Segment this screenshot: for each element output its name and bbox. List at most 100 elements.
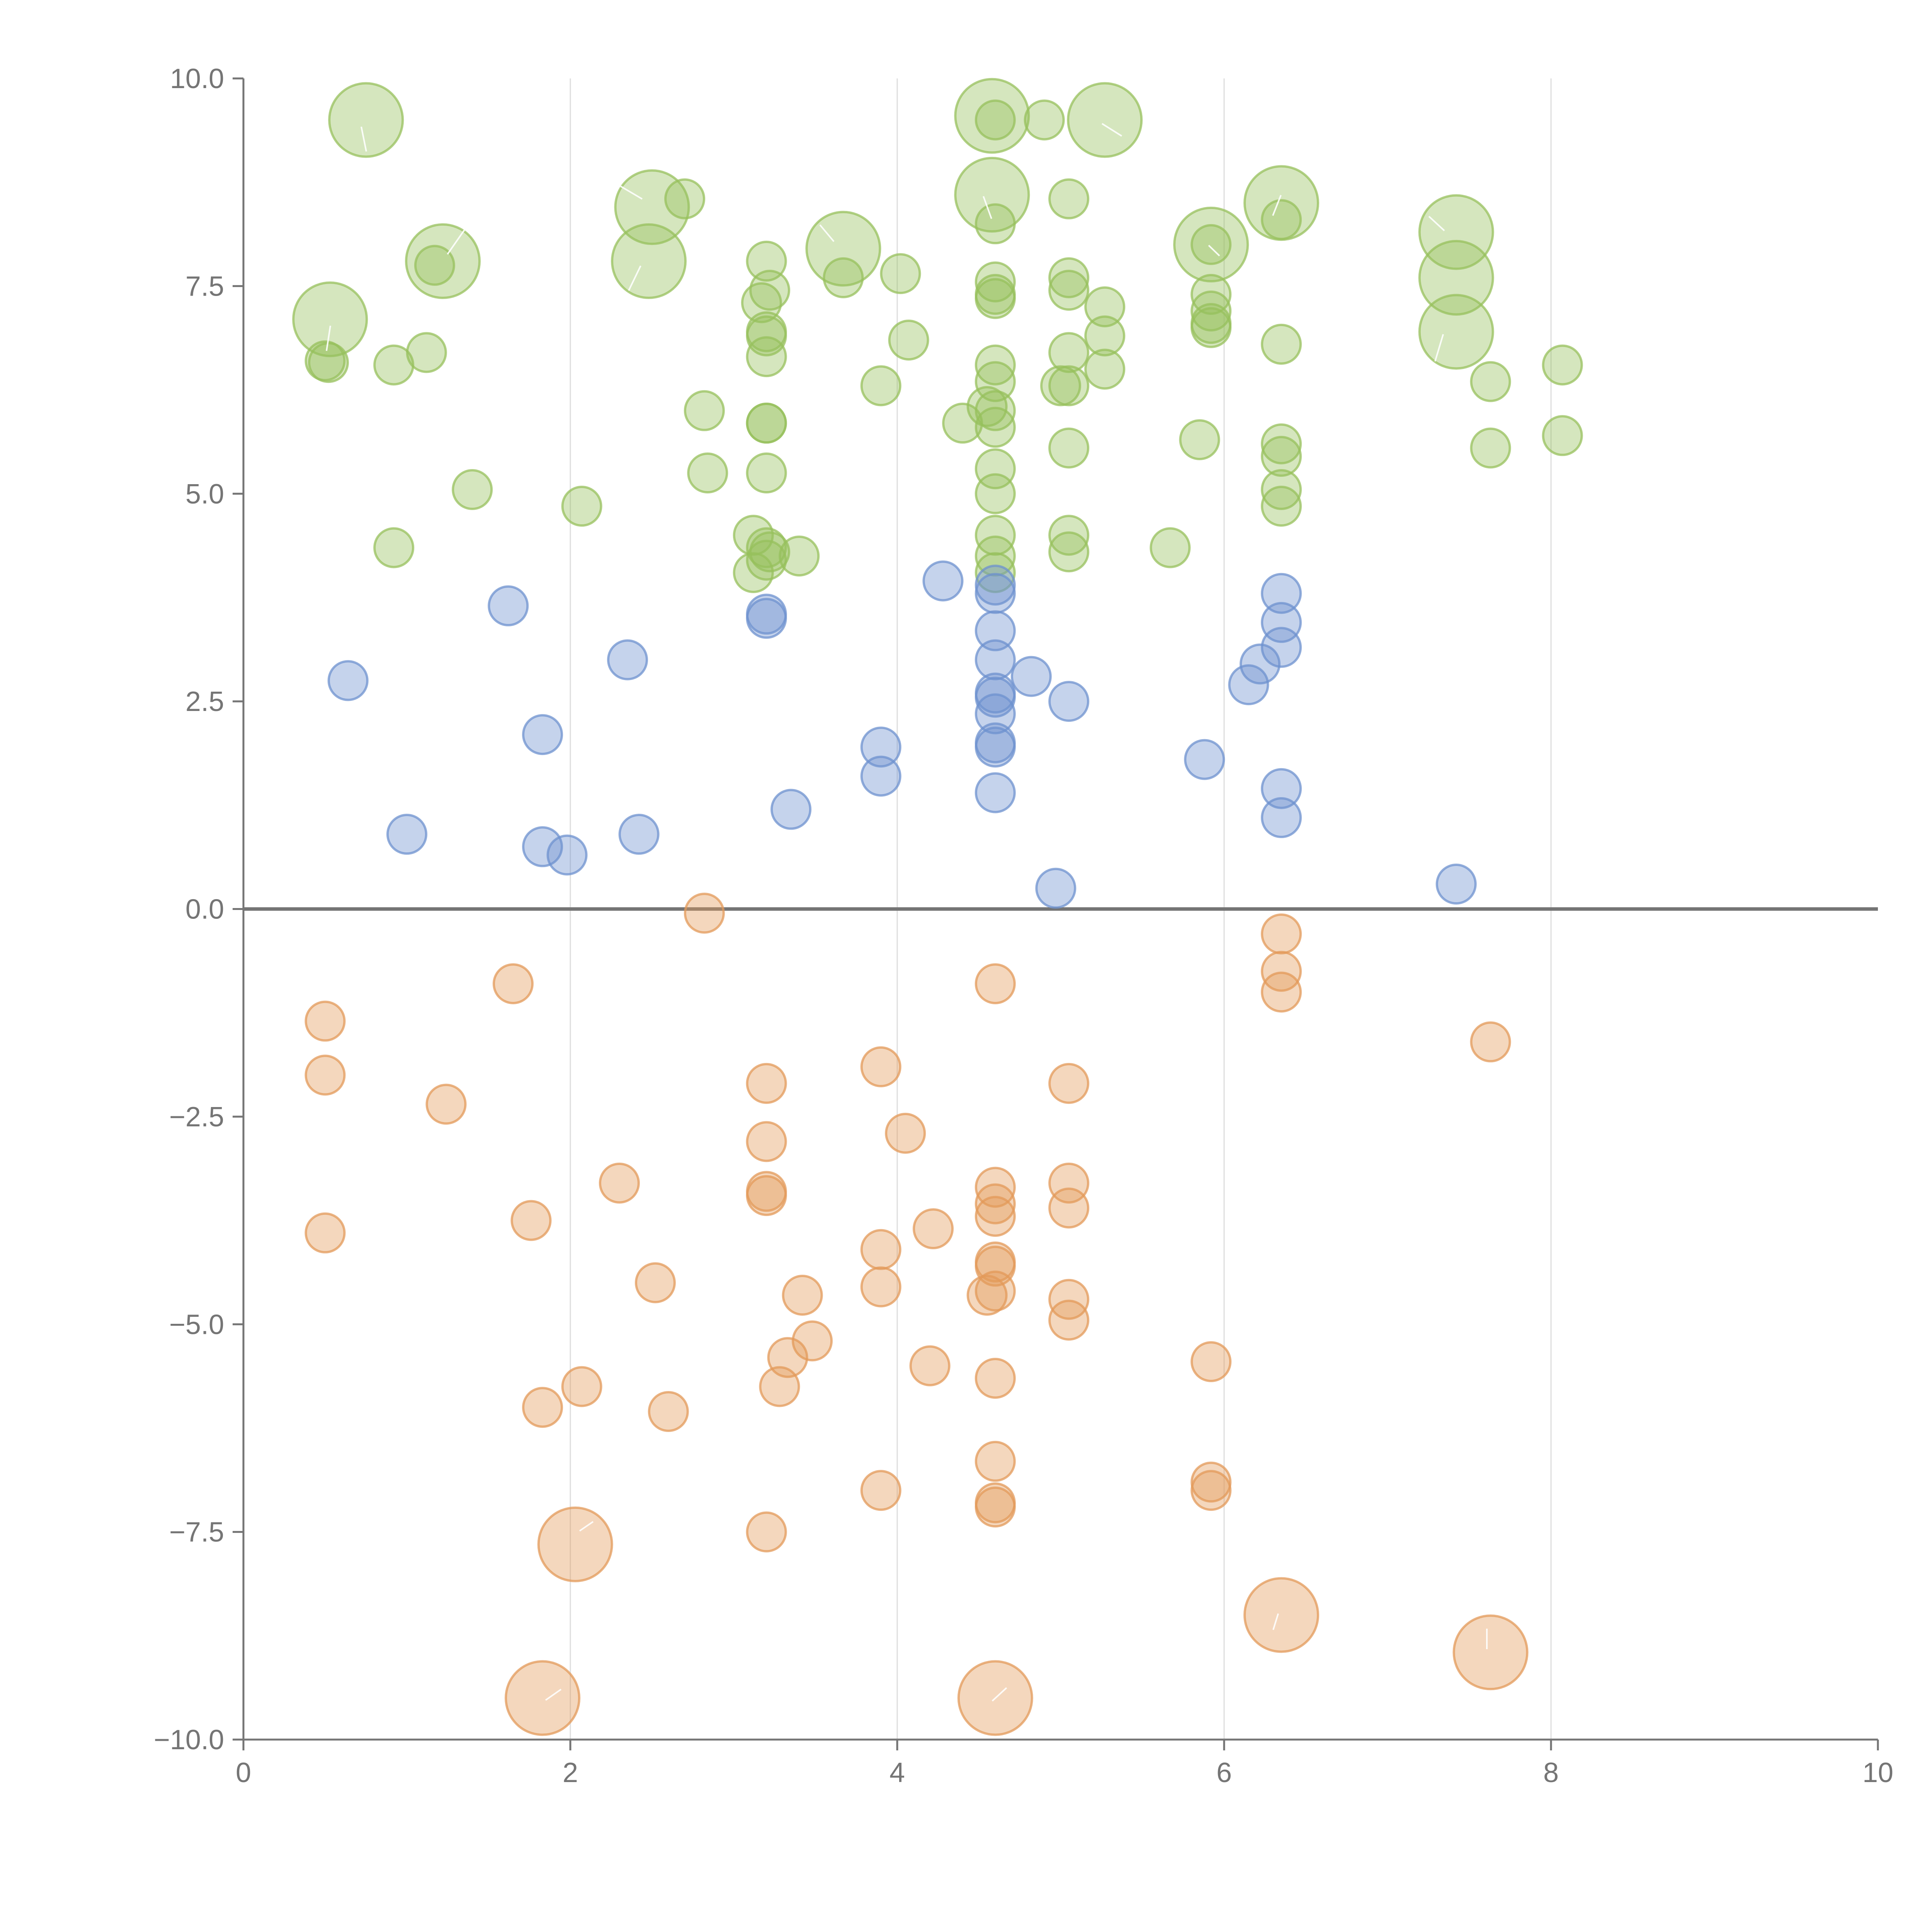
leader-line <box>1101 123 1122 137</box>
blue-bubble <box>327 660 369 701</box>
orange-bubble <box>975 1440 1016 1482</box>
blue-bubble <box>1240 643 1281 685</box>
orange-bubble <box>648 1391 689 1432</box>
green-bubble <box>975 203 1016 245</box>
blue-bubble <box>1261 627 1302 668</box>
leader-line <box>819 224 835 242</box>
label-overlay <box>326 123 1488 1702</box>
green-bubble <box>1084 349 1126 390</box>
blue-bubble <box>975 693 1016 735</box>
green-bubble <box>1418 240 1494 316</box>
orange-bubble <box>537 1506 613 1582</box>
green-bubble <box>975 406 1016 448</box>
green-bubble <box>975 448 1016 490</box>
green-bubble <box>1261 199 1302 240</box>
blue-bubble <box>975 677 1016 718</box>
green-bubble <box>975 473 1016 514</box>
green-bubble <box>888 320 929 361</box>
green-bubble <box>1190 274 1232 315</box>
orange-bubble <box>975 1486 1016 1528</box>
y-tick-label: −10.0 <box>154 1725 224 1755</box>
orange-bubble <box>1190 1470 1232 1511</box>
green-bubble <box>975 274 1016 315</box>
leader-line <box>983 196 992 219</box>
green-bubble <box>975 515 1016 556</box>
green-bubble <box>304 340 346 381</box>
leader-line <box>628 265 641 291</box>
blue-bubble <box>1228 664 1269 706</box>
green-bubble <box>405 223 481 299</box>
orange-bubble <box>505 1660 581 1736</box>
green-bubble <box>975 261 1016 303</box>
x-tick-label: 6 <box>1216 1757 1232 1788</box>
blue-bubble <box>1261 573 1302 614</box>
green-bubble <box>1261 485 1302 527</box>
orange-bubble <box>492 963 534 1004</box>
green-bubble <box>292 281 368 357</box>
orange-bubble <box>425 1083 467 1125</box>
blue-bubble <box>1261 602 1302 643</box>
orange-bubble <box>782 1275 823 1316</box>
blue-bubble <box>860 755 901 797</box>
green-bubble <box>1048 531 1090 573</box>
green-bubble <box>561 485 602 527</box>
green-bubble <box>733 515 774 556</box>
bubbles <box>292 78 1583 1736</box>
blue-bubble <box>522 714 563 755</box>
green-bubble <box>1173 206 1249 282</box>
orange-bubble <box>975 963 1016 1004</box>
orange-bubble <box>746 1121 787 1162</box>
orange-bubble <box>1261 913 1302 954</box>
blue-bubble <box>975 610 1016 651</box>
blue-bubble <box>922 560 964 602</box>
orange-bubble <box>909 1345 951 1386</box>
green-bubble <box>1048 332 1090 373</box>
green-bubble <box>1048 257 1090 298</box>
leader-line <box>620 185 643 200</box>
green-bubble <box>746 315 787 357</box>
orange-bubble <box>1048 1187 1090 1229</box>
blue-bubble <box>1261 797 1302 838</box>
orange-bubble <box>1048 1063 1090 1104</box>
orange-bubble <box>975 1357 1016 1399</box>
green-bubble <box>1048 365 1090 406</box>
orange-bubble <box>746 1175 787 1216</box>
green-bubble <box>1542 344 1583 386</box>
green-bubble <box>1048 427 1090 469</box>
blue-bubble <box>522 826 563 867</box>
green-bubble <box>880 253 921 294</box>
green-bubble <box>746 452 787 494</box>
y-tick-label: −7.5 <box>169 1517 224 1548</box>
green-bubble <box>1470 361 1511 402</box>
orange-bubble <box>1048 1162 1090 1204</box>
blue-bubble <box>860 726 901 768</box>
orange-bubble <box>304 1054 346 1096</box>
green-bubble <box>1470 427 1511 469</box>
leader-line <box>1272 1613 1279 1630</box>
leader-line <box>361 126 367 152</box>
green-bubble <box>684 390 725 431</box>
y-tick-label: −2.5 <box>169 1102 224 1133</box>
orange-bubble <box>599 1162 640 1204</box>
orange-bubble <box>885 1112 926 1154</box>
green-bubble <box>1084 315 1126 357</box>
orange-bubble <box>1470 1021 1511 1063</box>
blue-bubble <box>1184 739 1225 780</box>
leader-line <box>326 325 331 351</box>
x-tick-label: 10 <box>1862 1757 1893 1788</box>
y-tick-label: 0.0 <box>185 894 224 925</box>
green-bubble <box>1261 436 1302 477</box>
blue-bubble <box>746 598 787 639</box>
green-bubble <box>1418 194 1494 270</box>
green-bubble <box>373 344 415 386</box>
green-bubble <box>779 535 820 577</box>
orange-bubble <box>1048 1279 1090 1320</box>
blue-bubble <box>1035 867 1077 909</box>
green-bubble <box>1261 423 1302 464</box>
orange-bubble <box>860 1046 901 1087</box>
green-bubble <box>308 342 349 383</box>
green-bubble <box>1261 323 1302 365</box>
orange-bubble <box>1261 971 1302 1013</box>
orange-bubble <box>634 1262 676 1303</box>
